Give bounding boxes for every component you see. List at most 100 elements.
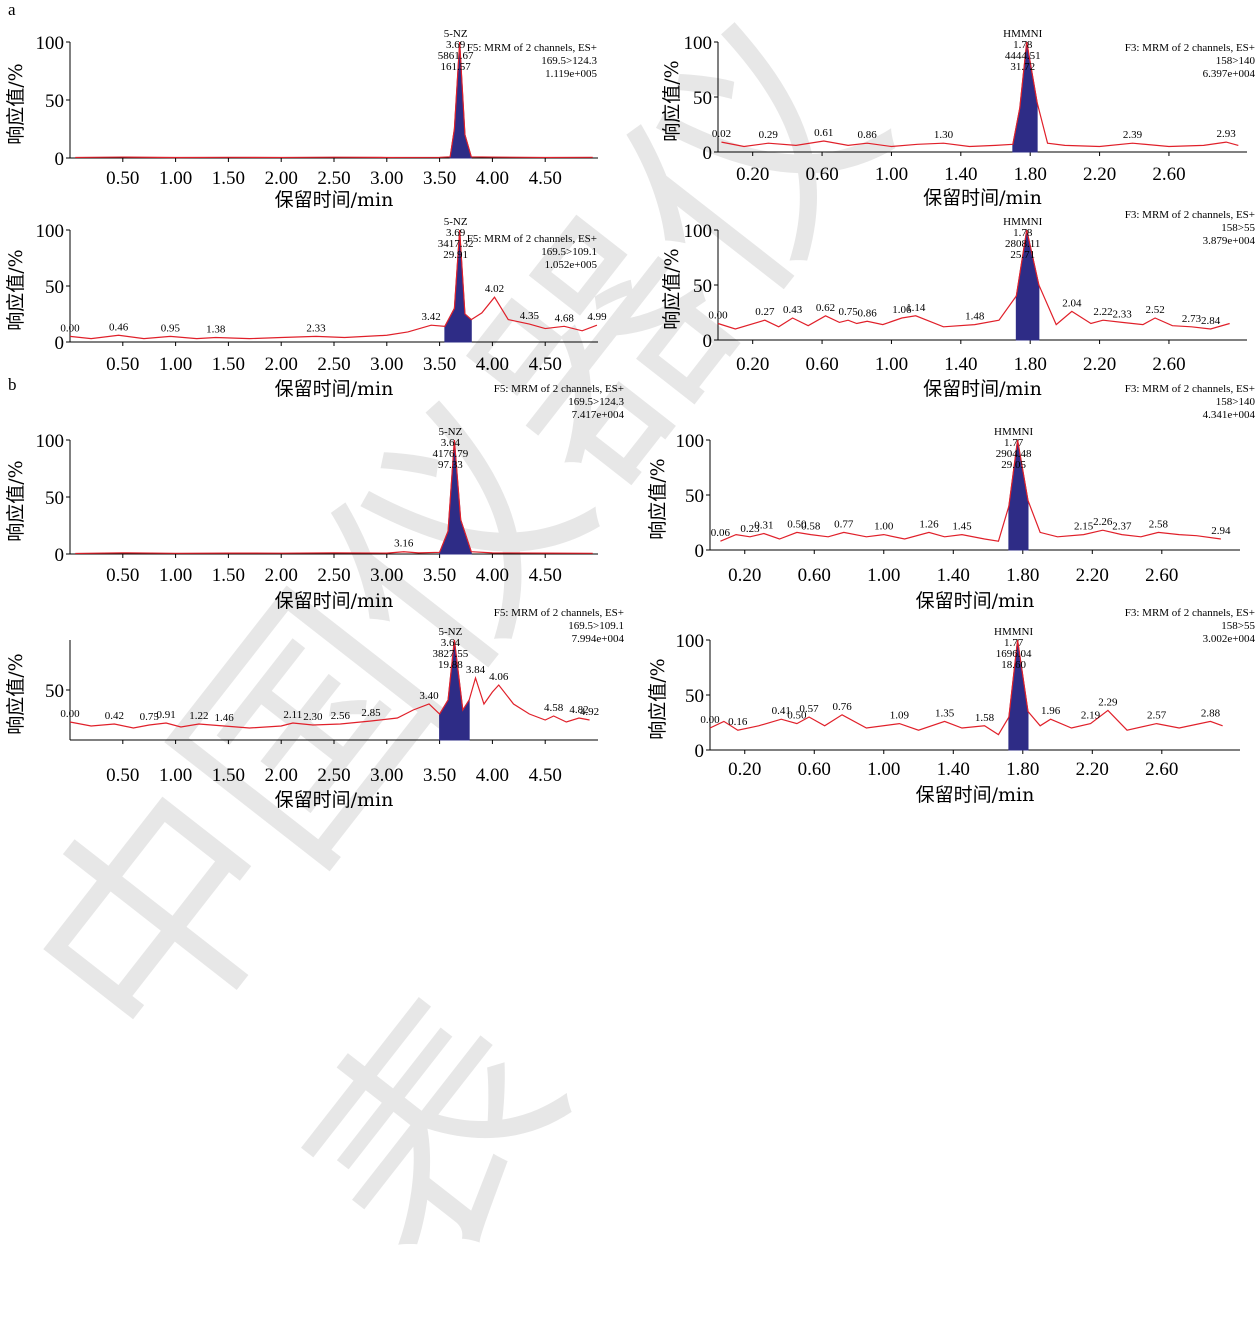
panel-1-info-text: 1.119e+005 xyxy=(545,68,597,80)
panel-4-info-text: 158>55 xyxy=(1221,222,1255,234)
panel-8-info-text: 3.002e+004 xyxy=(1203,633,1256,645)
panel-3-xtick-label: 2.50 xyxy=(317,354,350,375)
panel-1-y-axis-label: 响应值/% xyxy=(5,63,27,144)
panel-1-ytick-label: 100 xyxy=(36,33,65,54)
panel-4-trace-line xyxy=(717,229,1230,330)
panel-6-rt-label: 2.94 xyxy=(1211,525,1231,537)
panel-4-peak-label: 25.71 xyxy=(1010,249,1035,261)
panel-5-peak-label: 3.64 xyxy=(441,437,461,449)
panel-8-rt-label: 0.00 xyxy=(700,714,720,726)
panel-7-rt-label: 4.06 xyxy=(489,671,509,683)
panel-7-xtick-label: 2.00 xyxy=(265,765,298,786)
panel-7-rt-label: 2.56 xyxy=(331,710,351,722)
panel-7-rt-label: 0.75 xyxy=(140,711,160,723)
panel-5-xtick-label: 2.50 xyxy=(317,565,350,586)
panel-7-xtick-label: 4.50 xyxy=(529,765,562,786)
panel-4-rt-label: 0.75 xyxy=(838,306,858,318)
panel-4-rt-label: 2.73 xyxy=(1182,313,1202,325)
panel-6-rt-label: 0.06 xyxy=(711,527,731,539)
panel-7-peak-label: 3827.55 xyxy=(433,648,469,660)
panel-6-peak-label: 29.05 xyxy=(1001,459,1026,471)
panel-2-y-axis-label: 响应值/% xyxy=(661,60,683,141)
panel-6-xtick-label: 1.80 xyxy=(1006,565,1039,586)
panel-3-peak-label: 3.69 xyxy=(446,227,466,239)
panel-6-rt-label: 0.58 xyxy=(801,521,821,533)
panel-6-info-text: F3: MRM of 2 channels, ES+ xyxy=(1125,383,1255,395)
panel-1-xtick-label: 0.50 xyxy=(106,168,139,189)
panel-7-rt-label: 1.22 xyxy=(189,710,208,722)
panel-6-y-axis-label: 响应值/% xyxy=(647,458,669,539)
panel-3-x-axis-label: 保留时间/min xyxy=(275,378,394,400)
panel-3-info-text: 1.052e+005 xyxy=(545,259,598,271)
panel-1-info-text: 169.5>124.3 xyxy=(541,55,597,67)
panel-6-rt-label: 1.45 xyxy=(952,521,972,533)
panel-7-rt-label: 1.46 xyxy=(215,712,235,724)
panel-7-rt-label: 3.40 xyxy=(419,690,439,702)
panel-4-xtick-label: 0.20 xyxy=(736,354,769,375)
panel-6-ytick-label: 0 xyxy=(695,541,705,562)
panel-2-xtick-label: 1.00 xyxy=(875,164,908,185)
panel-5-xtick-label: 1.00 xyxy=(159,565,192,586)
panel-6-peak-label: 1.77 xyxy=(1004,437,1024,449)
panel-8-rt-label: 1.58 xyxy=(975,712,995,724)
panel-4-rt-label: 2.84 xyxy=(1201,315,1221,327)
panel-7-rt-label: 2.11 xyxy=(283,709,302,721)
panel-7-info-text: 7.994e+004 xyxy=(572,633,625,645)
panel-8-rt-label: 0.50 xyxy=(787,710,807,722)
panel-5-xtick-label: 4.50 xyxy=(529,565,562,586)
panel-3-info-text: F5: MRM of 2 channels, ES+ xyxy=(467,233,597,245)
panel-3-rt-label: 3.42 xyxy=(422,311,441,323)
panel-3-rt-label: 4.35 xyxy=(520,310,540,322)
panel-3-ytick-label: 50 xyxy=(45,277,64,298)
panel-6-peak-label: 2904.48 xyxy=(996,448,1032,460)
panel-3-ytick-label: 100 xyxy=(36,221,65,242)
panel-8-rt-label: 1.35 xyxy=(935,707,955,719)
panel-7-rt-label: 0.91 xyxy=(156,709,175,721)
panel-7-peak-label: 19.88 xyxy=(438,659,463,671)
panel-3-rt-label: 1.38 xyxy=(206,324,226,336)
panel-2-info-text: F3: MRM of 2 channels, ES+ xyxy=(1125,42,1255,54)
panel-8-peak-label: HMMNI xyxy=(994,626,1033,638)
panel-7-rt-label: 2.30 xyxy=(303,711,323,723)
panel-3-rt-label: 4.02 xyxy=(485,283,504,295)
panel-6-rt-label: 1.26 xyxy=(919,518,939,530)
panel-4-xtick-label: 2.20 xyxy=(1083,354,1116,375)
panel-8-xtick-label: 1.40 xyxy=(937,759,970,780)
panel-6-rt-label: 0.31 xyxy=(754,520,773,532)
panel-3-ytick-label: 0 xyxy=(55,333,65,354)
panel-4-rt-label: 0.00 xyxy=(708,310,728,322)
panel-5-ytick-label: 50 xyxy=(45,488,64,509)
panel-5-ytick-label: 0 xyxy=(55,545,65,566)
chromatogram-figure: 0 50 100 0.50 1.00 1.50 2.00 2.50 3.00 3.50 4.00 4.… xyxy=(5,28,1256,811)
panel-7-x-axis-label: 保留时间/min xyxy=(275,789,394,811)
section-label-b: b xyxy=(8,375,17,394)
panel-8-peak-label: 1696.04 xyxy=(996,648,1032,660)
panel-3-xtick-label: 0.50 xyxy=(106,354,139,375)
panel-1-peak-label: 5-NZ xyxy=(444,28,468,40)
panel-3-xtick-label: 4.00 xyxy=(476,354,509,375)
panel-5-xtick-label: 2.00 xyxy=(265,565,298,586)
panel-4-xtick-label: 2.60 xyxy=(1152,354,1185,375)
panel-7-rt-label: 4.92 xyxy=(580,706,599,718)
panel-3-rt-label: 4.68 xyxy=(555,312,575,324)
panel-6-rt-label: 2.26 xyxy=(1093,516,1113,528)
panel-8-rt-label: 0.16 xyxy=(728,716,748,728)
panel-7-info-text: 169.5>109.1 xyxy=(568,620,624,632)
panel-5-xtick-label: 0.50 xyxy=(106,565,139,586)
panel-8-xtick-label: 0.20 xyxy=(728,759,761,780)
panel-6-info-text: 4.341e+004 xyxy=(1203,409,1256,421)
panel-2-x-axis-label: 保留时间/min xyxy=(923,187,1042,209)
panel-7-rt-label: 3.84 xyxy=(466,664,486,676)
panel-4-peak-label: 2808.11 xyxy=(1005,238,1040,250)
panel-2-xtick-label: 2.60 xyxy=(1152,164,1185,185)
panel-6-xtick-label: 0.20 xyxy=(728,565,761,586)
panel-8-rt-label: 2.29 xyxy=(1098,696,1118,708)
panel-5-ytick-label: 100 xyxy=(36,431,65,452)
panel-1-xtick-label: 2.00 xyxy=(265,168,298,189)
panel-8-ytick-label: 0 xyxy=(695,741,705,762)
panel-1-xtick-label: 1.50 xyxy=(212,168,245,189)
panel-4-ytick-label: 100 xyxy=(684,221,713,242)
panel-7-ytick-label: 50 xyxy=(45,681,64,702)
panel-5-rt-label: 3.16 xyxy=(394,538,414,550)
panel-3-rt-label: 2.33 xyxy=(306,322,326,334)
